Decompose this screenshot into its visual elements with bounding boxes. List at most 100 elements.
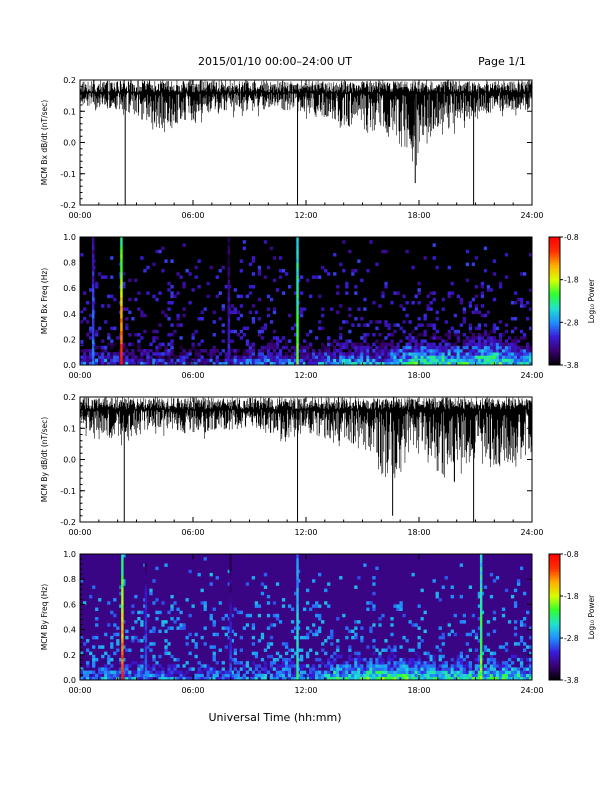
streak-cell xyxy=(229,587,232,593)
x-tick-label: 12:00 xyxy=(294,371,317,380)
streak-cell xyxy=(144,566,148,572)
streak-cell xyxy=(120,301,123,306)
colorbar-step xyxy=(549,654,560,658)
streak-cell xyxy=(227,347,230,353)
bx-db-dt-panel: 0.2 0.1 0.0 -0.1 -0.200:00 06:00 12:00 18:00 24:… xyxy=(40,76,544,220)
streak-cell xyxy=(227,245,230,251)
streak-cell xyxy=(296,612,299,618)
streak-cell xyxy=(120,254,123,259)
streak-cell xyxy=(479,575,483,580)
by-spectrogram-panel: -0.8 -1.8 -2.8 -3.8 Log₁₀ Power 1.0 0.8 0.6 0.4 0… xyxy=(40,550,596,695)
streak-cell xyxy=(227,305,230,310)
y-tick-label: 0.2 xyxy=(63,335,76,344)
x-tick-label: 06:00 xyxy=(181,528,204,537)
streak-cell xyxy=(296,258,299,263)
colorbar-step xyxy=(549,271,560,274)
streak-cell xyxy=(121,554,124,559)
streak-cell xyxy=(479,675,483,681)
x-axis-label: Universal Time (hh:mm) xyxy=(209,711,342,724)
colorbar-step xyxy=(549,560,560,563)
colorbar-step xyxy=(549,621,560,624)
streak-cell xyxy=(227,343,230,349)
colorbar-step xyxy=(549,245,560,249)
streak-cell xyxy=(479,671,483,677)
streak-cell xyxy=(91,301,95,306)
colorbar-step xyxy=(549,249,560,253)
colorbar-step xyxy=(549,298,560,302)
colorbar-step xyxy=(549,279,560,283)
streak-cell xyxy=(296,330,299,336)
colorbar-step xyxy=(549,577,560,580)
streak-cell xyxy=(229,575,232,580)
y-tick-label: -0.2 xyxy=(60,201,76,210)
streak-cell xyxy=(121,558,124,563)
streak-cell xyxy=(91,347,95,353)
streak-cell xyxy=(121,650,124,656)
streak-cell xyxy=(479,591,483,597)
spectrogram-streak xyxy=(229,554,232,681)
streak-cell xyxy=(121,583,124,588)
colorbar-step xyxy=(549,640,560,643)
streak-cell xyxy=(120,249,123,255)
streak-cell xyxy=(229,608,232,614)
streak-cell xyxy=(91,275,95,280)
page-indicator: Page 1/1 xyxy=(478,55,526,68)
colorbar-step xyxy=(549,593,560,597)
colorbar-step xyxy=(549,264,560,268)
x-tick-label: 06:00 xyxy=(181,686,204,695)
y-tick-label: 0.8 xyxy=(63,575,76,584)
colorbar-step xyxy=(549,656,560,660)
streak-cell xyxy=(229,659,232,664)
streak-cell xyxy=(91,335,95,340)
streak-cell xyxy=(227,275,230,280)
y-tick-label: 0.6 xyxy=(63,600,76,609)
colorbar-step xyxy=(549,350,560,353)
streak-cell xyxy=(296,322,299,327)
streak-cell xyxy=(91,288,95,293)
streak-cell xyxy=(144,654,148,660)
colorbar-step xyxy=(549,598,560,601)
streak-cell xyxy=(227,283,230,289)
colorbar-step xyxy=(549,644,560,647)
colorbar-step xyxy=(549,652,560,656)
streak-cell xyxy=(296,617,299,622)
streak-cell xyxy=(296,675,299,681)
streak-cell xyxy=(144,671,148,677)
streak-cell xyxy=(91,313,95,319)
streak-cell xyxy=(120,271,123,276)
colorbar-step xyxy=(549,631,560,635)
y-tick-label: -0.1 xyxy=(60,487,76,496)
streak-cell xyxy=(296,339,299,344)
colorbar-step xyxy=(549,659,560,662)
streak-cell xyxy=(91,245,95,251)
streak-cell xyxy=(120,245,123,251)
streak-cell xyxy=(91,258,95,263)
streak-cell xyxy=(121,675,124,681)
streak-cell xyxy=(121,621,124,626)
colorbar-step xyxy=(549,638,560,641)
streak-cell xyxy=(121,671,124,677)
streak-cell xyxy=(144,562,148,567)
streak-cell xyxy=(121,654,124,660)
colorbar-step xyxy=(549,341,560,345)
streak-cell xyxy=(479,617,483,622)
streak-cell xyxy=(91,309,95,315)
streak-cell xyxy=(120,305,123,310)
streak-cell xyxy=(227,254,230,259)
streak-cell xyxy=(479,654,483,660)
spectrogram-cells xyxy=(80,554,533,681)
colorbar-step xyxy=(549,275,560,278)
streak-cell xyxy=(296,249,299,255)
streak-cell xyxy=(296,279,299,285)
colorbar-step xyxy=(549,669,560,672)
streak-cell xyxy=(121,617,124,622)
colorbar-step xyxy=(549,337,560,340)
colorbar-step xyxy=(549,333,560,336)
y-axis-label: MCM By dB/dt (nT/sec) xyxy=(40,417,49,502)
streak-cell xyxy=(296,583,299,588)
streak-cell xyxy=(296,663,299,668)
streak-cell xyxy=(227,237,230,242)
colorbar-step xyxy=(549,318,560,321)
colorbar-step xyxy=(549,296,560,300)
colorbar-step xyxy=(549,572,560,576)
